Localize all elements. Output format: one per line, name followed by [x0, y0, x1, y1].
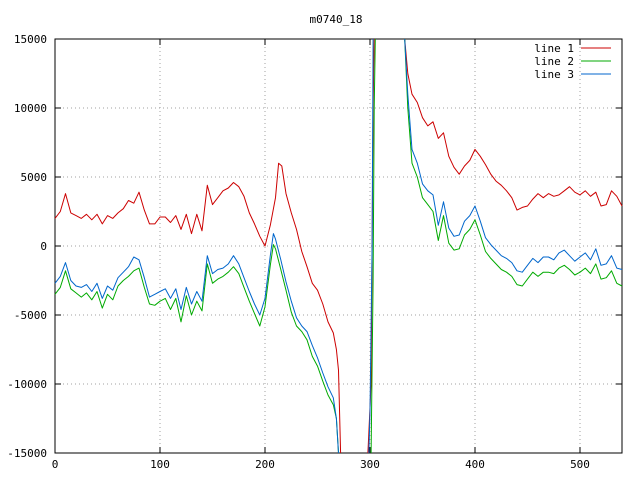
- x-tick-label: 200: [255, 458, 275, 471]
- x-tick-label: 500: [570, 458, 590, 471]
- series-line-2: [54, 233, 339, 454]
- x-tick-label: 400: [465, 458, 485, 471]
- series-line-8: [368, 38, 374, 454]
- plot-frame: [54, 38, 623, 454]
- y-tick-label: 0: [40, 240, 47, 253]
- series-line-7: [370, 38, 376, 454]
- grid: [55, 39, 622, 453]
- series-line-5: [404, 38, 623, 273]
- series-line-1: [54, 244, 339, 454]
- y-tick-label: -10000: [7, 378, 47, 391]
- y-tick-label: 5000: [21, 171, 48, 184]
- series-line-4: [404, 38, 623, 287]
- legend-label: line 3: [534, 68, 574, 81]
- axis-ticks: 0 100 200 300 400 500 -15000 -10000 -5000 0 5000 10…: [7, 33, 622, 471]
- x-tick-label: 0: [52, 458, 59, 471]
- series-line-0: [54, 162, 342, 454]
- legend-label: line 2: [534, 55, 574, 68]
- y-tick-label: 15000: [14, 33, 47, 46]
- series-line-3: [404, 38, 623, 211]
- series-group: [54, 38, 623, 454]
- legend-label: line 1: [534, 42, 574, 55]
- chart-title: m0740_18: [310, 13, 363, 26]
- y-tick-label: 10000: [14, 102, 47, 115]
- y-tick-label: -5000: [14, 309, 47, 322]
- x-tick-label: 100: [150, 458, 170, 471]
- y-tick-label: -15000: [7, 447, 47, 460]
- x-tick-label: 300: [360, 458, 380, 471]
